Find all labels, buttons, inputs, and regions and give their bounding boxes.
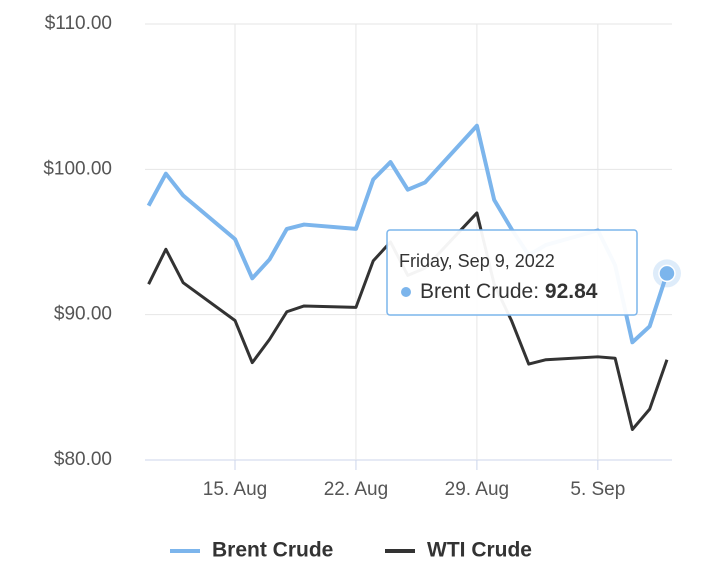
hover-marker <box>658 264 676 283</box>
x-tick-label: 29. Aug <box>445 479 509 500</box>
tooltip-label: Brent Crude: <box>420 280 539 303</box>
plot-area: $80.00 $90.00 $100.00 $110.00 15. Aug 22. Aug… <box>43 13 681 500</box>
tooltip-box <box>386 229 638 316</box>
tooltip: Friday, Sep 9, 2022 Brent Crude: 92.84 <box>386 229 638 316</box>
tooltip-value: 92.84 <box>545 280 598 303</box>
tooltip-header: Friday, Sep 9, 2022 <box>399 251 555 271</box>
tooltip-bullet <box>401 287 411 297</box>
y-tick-label: $100.00 <box>43 158 112 179</box>
legend-label[interactable]: Brent Crude <box>212 539 333 562</box>
x-tick-label: 5. Sep <box>570 479 625 500</box>
y-tick-label: $80.00 <box>54 449 112 470</box>
y-tick-label: $90.00 <box>54 304 112 325</box>
x-tick-label: 15. Aug <box>203 479 267 500</box>
legend-label[interactable]: WTI Crude <box>427 539 532 562</box>
x-tick-label: 22. Aug <box>324 479 388 500</box>
y-tick-label: $110.00 <box>45 13 112 34</box>
tooltip-row: Brent Crude: 92.84 <box>420 280 598 303</box>
